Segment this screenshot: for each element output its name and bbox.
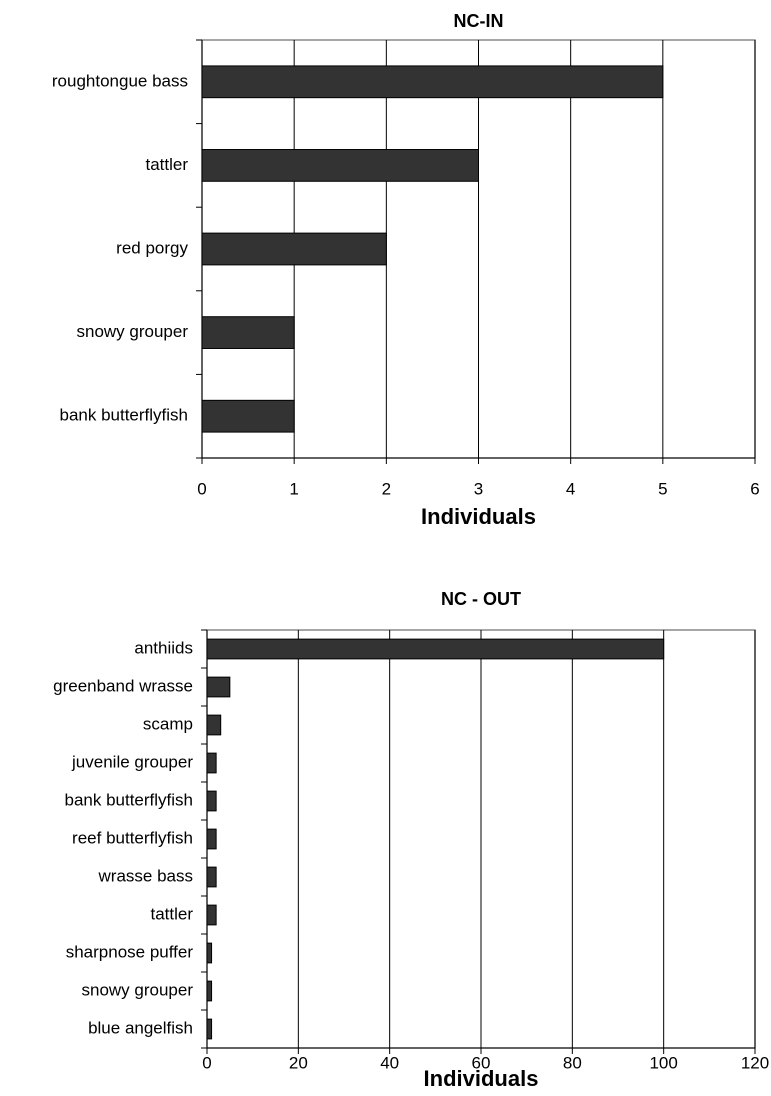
y-tick-label: snowy grouper	[81, 980, 193, 999]
x-tick-label: 1	[289, 479, 298, 498]
y-tick-label: scamp	[143, 714, 193, 733]
bar	[206, 714, 222, 736]
bar	[201, 316, 295, 349]
y-tick-label: reef butterflyfish	[72, 828, 193, 847]
x-tick-label: 2	[382, 479, 391, 498]
bar	[206, 676, 231, 698]
chart-title: NC-IN	[454, 11, 504, 31]
y-tick-label: roughtongue bass	[52, 71, 188, 90]
bar	[201, 232, 387, 266]
y-tick-label: anthiids	[134, 638, 193, 657]
y-tick-label: snowy grouper	[76, 322, 188, 341]
bar	[206, 828, 217, 850]
bar	[201, 65, 664, 99]
chart-title: NC - OUT	[441, 589, 521, 609]
bar	[206, 942, 213, 964]
y-tick-label: blue angelfish	[88, 1018, 193, 1037]
x-tick-label: 80	[563, 1053, 582, 1072]
x-tick-label: 3	[474, 479, 483, 498]
x-axis-label: Individuals	[424, 1066, 539, 1091]
y-tick-label: bank butterflyfish	[64, 790, 193, 809]
x-tick-label: 0	[197, 479, 206, 498]
y-tick-label: tattler	[145, 155, 188, 174]
y-tick-label: juvenile grouper	[71, 752, 193, 771]
bar	[206, 638, 665, 660]
y-tick-label: greenband wrasse	[53, 676, 193, 695]
x-tick-label: 20	[289, 1053, 308, 1072]
y-tick-label: bank butterflyfish	[59, 406, 188, 425]
x-tick-label: 40	[380, 1053, 399, 1072]
x-tick-label: 120	[741, 1053, 769, 1072]
bar	[206, 866, 217, 888]
bar	[206, 752, 217, 774]
x-tick-label: 60	[472, 1053, 491, 1072]
bar	[201, 149, 479, 182]
x-tick-label: 0	[202, 1053, 211, 1072]
bar	[206, 980, 213, 1002]
x-tick-label: 100	[649, 1053, 677, 1072]
x-tick-label: 6	[750, 479, 759, 498]
y-tick-label: sharpnose puffer	[66, 942, 194, 961]
y-tick-label: tattler	[150, 904, 193, 923]
bar	[201, 399, 295, 433]
y-tick-label: red porgy	[116, 238, 188, 257]
x-tick-label: 5	[658, 479, 667, 498]
x-tick-label: 4	[566, 479, 575, 498]
bar	[206, 1018, 213, 1040]
y-tick-label: wrasse bass	[98, 866, 193, 885]
x-axis-label: Individuals	[421, 504, 536, 529]
bar	[206, 790, 217, 812]
bar	[206, 904, 217, 926]
